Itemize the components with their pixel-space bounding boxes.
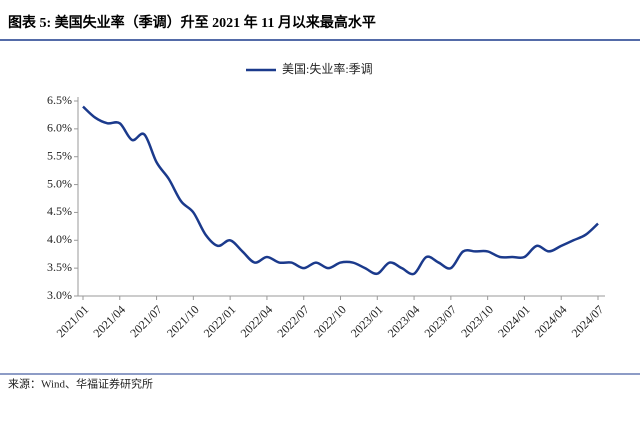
- y-tick-label: 3.5%: [47, 260, 72, 274]
- chart-title: 图表 5: 美国失业率（季调）升至 2021 年 11 月以来最高水平: [8, 14, 376, 31]
- x-tick-label: 2023/04: [385, 302, 423, 340]
- x-tick-label: 2021/10: [164, 302, 202, 340]
- x-tick-label: 2022/04: [238, 302, 276, 340]
- y-tick-label: 3.0%: [47, 288, 72, 302]
- source: 来源：Wind、华福证券研究所: [8, 377, 153, 391]
- legend-label: 美国:失业率:季调: [282, 61, 373, 76]
- x-tick-label: 2023/07: [421, 302, 459, 340]
- x-tick-label: 2024/04: [532, 302, 570, 340]
- y-tick-label: 6.5%: [47, 93, 72, 107]
- y-tick-label: 6.0%: [47, 121, 72, 135]
- y-tick-label: 4.5%: [47, 204, 72, 218]
- x-tick-label: 2022/07: [274, 302, 312, 340]
- x-tick-label: 2024/01: [495, 302, 533, 340]
- x-tick-label: 2021/04: [90, 302, 128, 340]
- x-tick-label: 2021/07: [127, 302, 165, 340]
- y-tick-label: 5.5%: [47, 148, 72, 162]
- x-tick-label: 2022/10: [311, 302, 349, 340]
- x-tick-label: 2022/01: [201, 302, 239, 340]
- x-tick-label: 2021/01: [54, 302, 92, 340]
- y-tick-label: 4.0%: [47, 232, 72, 246]
- x-tick-label: 2023/10: [458, 302, 496, 340]
- y-tick-label: 5.0%: [47, 176, 72, 190]
- x-tick-label: 2024/07: [569, 302, 607, 340]
- x-tick-label: 2023/01: [348, 302, 386, 340]
- series-line: [82, 105, 599, 276]
